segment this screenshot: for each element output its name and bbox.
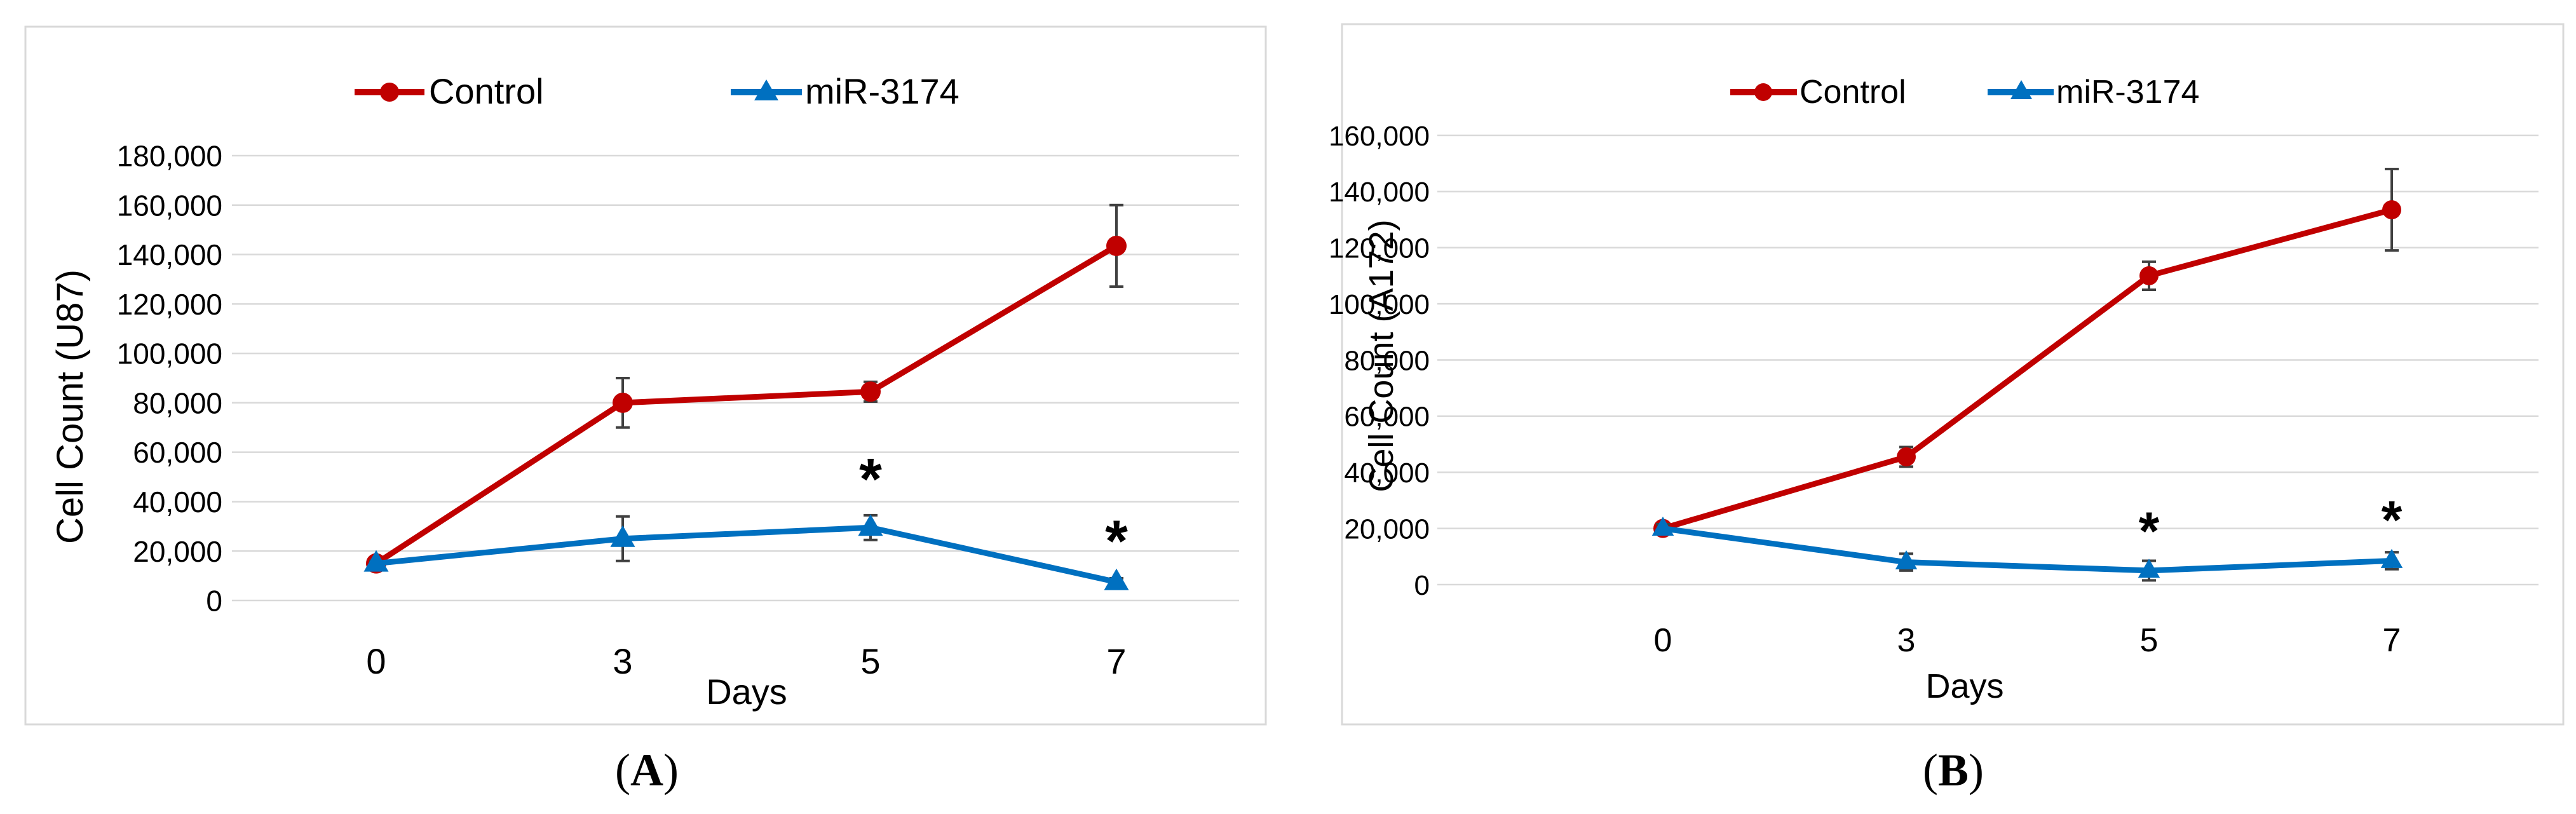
panel-a-point-mir-3174: [610, 525, 635, 547]
panel-a-point-mir-3174: [1104, 568, 1129, 590]
panel-a-y-ticks: 0 20,000 40,000 60,000 80,000 100,000 120,000 1…: [117, 140, 222, 618]
panel-b-series-control: [1653, 168, 2401, 538]
panel-b-x-tick-label: 0: [1654, 622, 1672, 659]
panel-a-series: [363, 203, 1129, 590]
panel-b-x-tick-label: 3: [1897, 622, 1916, 659]
panel-a-x-tick-label: 7: [1106, 641, 1126, 681]
panel-a-y-tick-label: 120,000: [117, 288, 222, 321]
panel-b-point-control: [1897, 447, 1916, 466]
panel-a-y-tick-label: 160,000: [117, 189, 222, 222]
panel-b-point-control: [2139, 266, 2159, 285]
panel-b-x-ticks: 0 3 5 7: [1654, 622, 2401, 659]
panel-b-y-tick-label: 0: [1414, 570, 1430, 601]
panel-b-y-tick-label: 160,000: [1329, 121, 1430, 152]
panel-a-y-axis-title: Cell Count (U87): [50, 269, 91, 544]
panel-b-legend-mir-label: miR-3174: [2056, 74, 2199, 111]
panel-a-series-line-control: [374, 243, 1118, 566]
panel-b-x-tick-label: 7: [2383, 622, 2401, 659]
panel-b-y-tick-label: 120,000: [1329, 233, 1430, 264]
panel-b-point-mir-3174: [1895, 550, 1918, 570]
panel-a-frame: [24, 25, 1267, 726]
panel-a-x-tick-label: 5: [860, 641, 880, 681]
panel-a-legend-mir-label: miR-3174: [805, 71, 959, 111]
panel-a-point-control: [860, 381, 881, 402]
panel-b-y-tick-label: 140,000: [1329, 177, 1430, 208]
panel-b-y-tick-label: 100,000: [1329, 289, 1430, 320]
panel-a-point-mir-3174: [363, 550, 389, 572]
panel-b-legend: Control miR-3174: [1730, 74, 2199, 111]
panel-b-caption: (B): [1923, 745, 1984, 796]
panel-b-series-line-mir-3174: [1662, 526, 2392, 574]
panel-b-series-mir-3174: [1651, 517, 2403, 582]
panel-b-point-mir-3174: [2138, 559, 2160, 578]
panel-a-y-tick-label: 100,000: [117, 337, 222, 370]
panel-a-series-mir-3174: [363, 513, 1129, 590]
panel-b-y-ticks: 0 20,000 40,000 60,000 80,000 100,000 120,000 1…: [1329, 121, 1430, 601]
panel-b-y-tick-label: 80,000: [1344, 345, 1430, 376]
panel-a-legend-mir-marker: [754, 79, 778, 100]
panel-a-annotations: **: [859, 447, 1128, 574]
panel-a-y-tick-label: 60,000: [133, 436, 222, 469]
panel-a-y-tick-label: 180,000: [117, 140, 222, 173]
panel-b-y-axis-title: Cell Count (A172): [1362, 219, 1400, 492]
panel-a-legend-control-label: Control: [429, 71, 544, 111]
panel-a-y-tick-label: 40,000: [133, 485, 222, 519]
panel-a-x-axis-title: Days: [706, 672, 787, 712]
panel-b-grid: [1437, 134, 2539, 586]
panel-a-point-control: [613, 392, 633, 413]
panel-a-series-line-mir-3174: [376, 524, 1117, 585]
panel-a-y-tick-label: 80,000: [133, 386, 222, 419]
panel-a: 0 20,000 40,000 60,000 80,000 100,000 120,000 1…: [24, 25, 1267, 796]
panel-b-x-axis-title: Days: [1925, 667, 2003, 705]
panel-b-legend-mir-marker: [2010, 80, 2032, 99]
panel-b: 0 20,000 40,000 60,000 80,000 100,000 120,000 1…: [1329, 23, 2565, 796]
panel-b-y-tick-label: 60,000: [1344, 402, 1430, 433]
panel-a-x-tick-label: 3: [613, 641, 632, 681]
panel-a-y-tick-label: 0: [206, 585, 222, 618]
panel-a-x-ticks: 0 3 5 7: [366, 641, 1126, 681]
panel-b-frame: [1341, 23, 2565, 726]
panel-b-x-tick-label: 5: [2140, 622, 2159, 659]
panel-b-series: [1651, 168, 2403, 582]
panel-b-y-tick-label: 20,000: [1344, 513, 1430, 545]
panel-b-caption-letter: B: [1938, 745, 1969, 796]
panel-a-series-control: [366, 203, 1127, 574]
panel-a-caption: (A): [615, 745, 679, 796]
panel-b-legend-control-label: Control: [1800, 74, 1906, 111]
panel-a-y-tick-label: 140,000: [117, 238, 222, 271]
panel-a-y-tick-label: 20,000: [133, 535, 222, 568]
panel-b-point-control: [2382, 200, 2401, 220]
panel-b-y-tick-label: 40,000: [1344, 458, 1430, 489]
panel-b-significance-star: *: [2139, 501, 2160, 561]
panel-a-significance-star: *: [1105, 509, 1128, 574]
panel-a-legend-control-marker: [380, 83, 399, 102]
panel-a-significance-star: *: [859, 447, 882, 512]
panel-b-point-mir-3174: [1651, 517, 1674, 536]
panel-a-caption-letter: A: [630, 745, 663, 796]
panel-a-x-tick-label: 0: [366, 641, 386, 681]
panel-b-significance-star: *: [2382, 490, 2403, 550]
panel-a-point-control: [1106, 235, 1127, 256]
panel-b-series-line-control: [1662, 207, 2393, 531]
panel-b-annotations: * *: [2139, 490, 2403, 561]
panel-a-legend: Control miR-3174: [355, 71, 959, 111]
panel-b-legend-control-marker: [1754, 83, 1772, 101]
panel-a-point-mir-3174: [858, 514, 883, 536]
panel-b-point-mir-3174: [2380, 548, 2403, 568]
